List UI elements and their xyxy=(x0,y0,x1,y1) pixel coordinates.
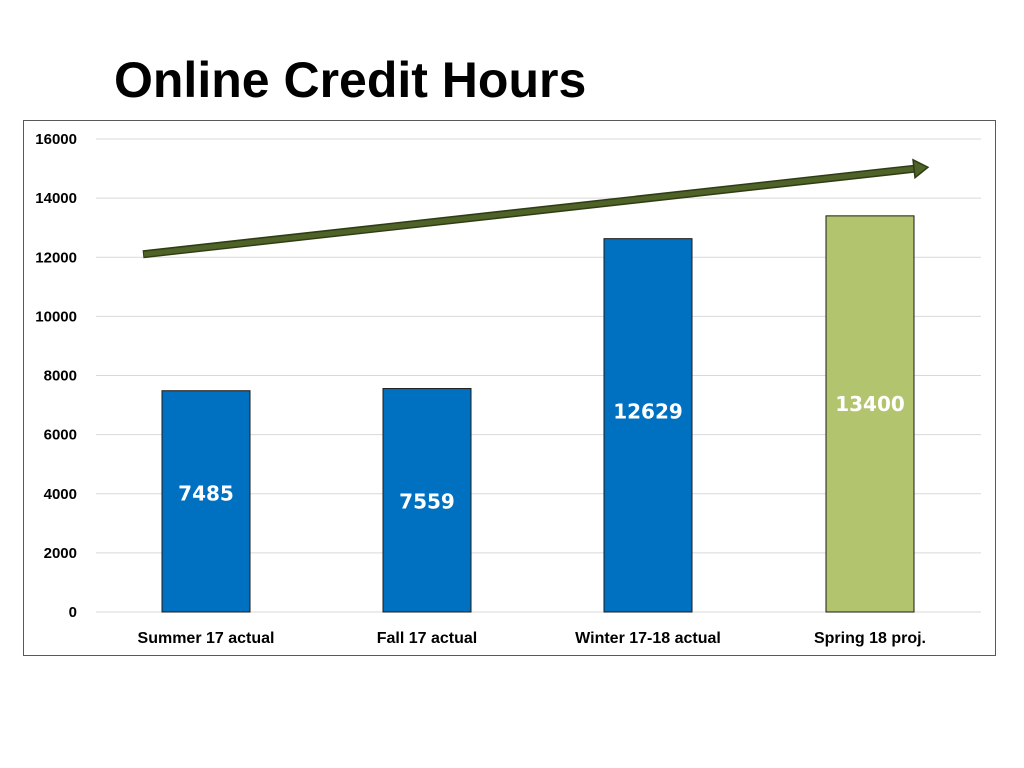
y-tick-label: 10000 xyxy=(35,308,77,325)
x-axis-labels: Summer 17 actual Fall 17 actual Winter 17-… xyxy=(138,630,926,647)
y-tick-label: 2000 xyxy=(44,545,77,562)
y-tick-label: 12000 xyxy=(35,249,77,266)
chart-title: Online Credit Hours xyxy=(114,52,587,108)
trend-arrow xyxy=(142,158,930,259)
y-tick-label: 16000 xyxy=(35,131,77,148)
x-category-label: Winter 17-18 actual xyxy=(575,630,721,647)
bar xyxy=(603,238,693,613)
x-category-label: Fall 17 actual xyxy=(377,630,478,647)
y-tick-label: 8000 xyxy=(44,368,77,385)
x-category-label: Spring 18 proj. xyxy=(814,630,926,647)
data-label: 13400 xyxy=(835,392,905,416)
bar xyxy=(382,388,472,613)
bars xyxy=(161,215,915,613)
data-label: 7485 xyxy=(178,482,234,506)
y-tick-label: 0 xyxy=(69,604,77,621)
data-labels: 7485 7559 12629 13400 xyxy=(178,392,905,514)
data-label: 7559 xyxy=(399,490,455,514)
y-axis-ticks: 0 2000 4000 6000 8000 10000 12000 14000 16000 xyxy=(35,131,77,621)
y-tick-label: 14000 xyxy=(35,190,77,207)
trend-arrow-shaft xyxy=(143,166,917,257)
y-tick-label: 6000 xyxy=(44,427,77,444)
bar xyxy=(161,390,251,613)
data-label: 12629 xyxy=(613,400,683,424)
trend-arrow-head xyxy=(912,158,930,180)
x-category-label: Summer 17 actual xyxy=(138,630,275,647)
y-tick-label: 4000 xyxy=(44,486,77,503)
bar xyxy=(825,215,915,613)
